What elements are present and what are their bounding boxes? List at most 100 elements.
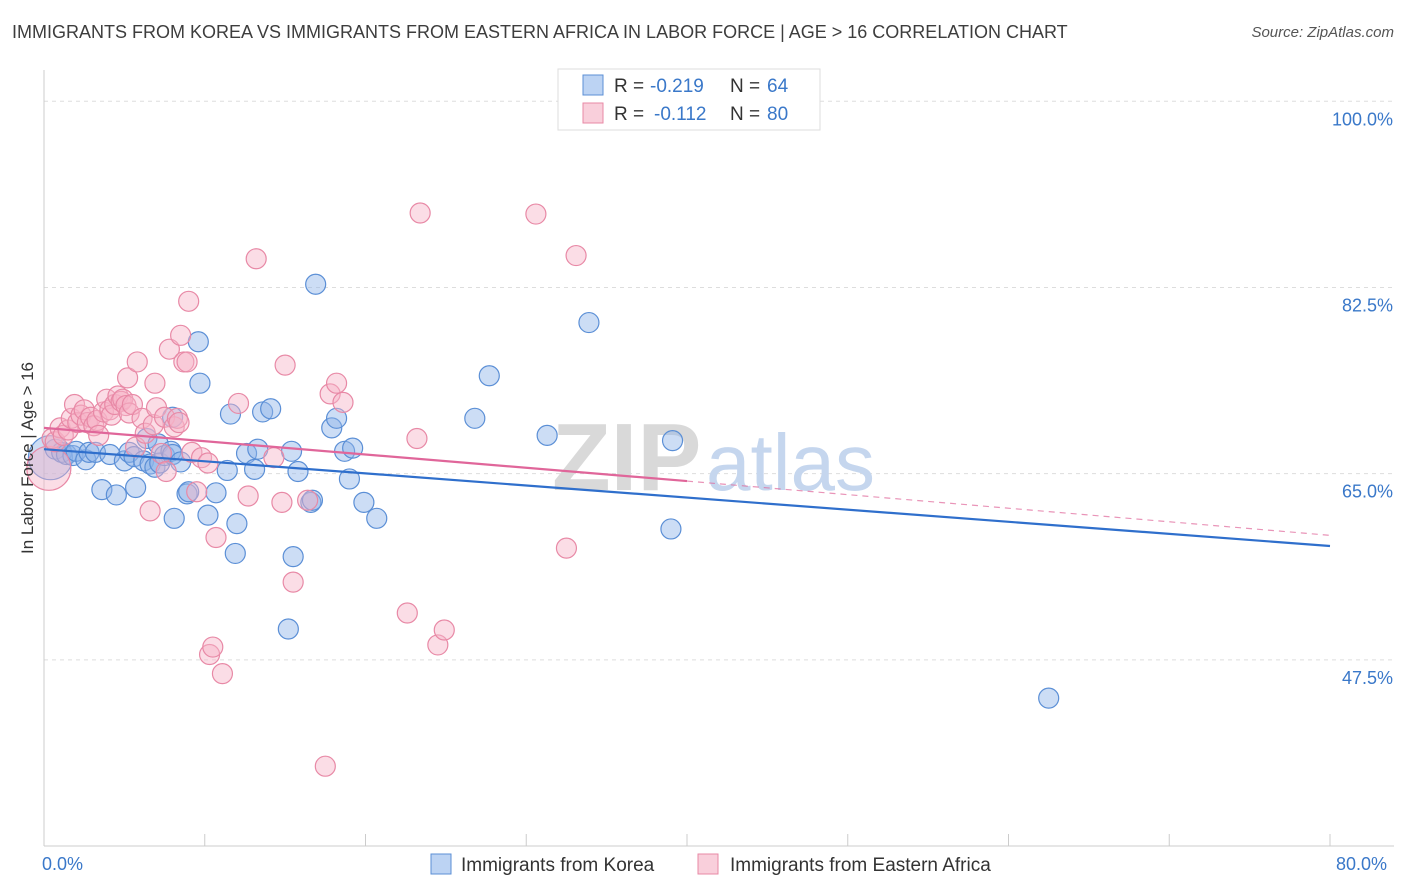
bottom-legend-label-korea: Immigrants from Korea: [461, 855, 655, 876]
point-eastern-africa-46: [178, 290, 200, 312]
point-korea-55: [353, 491, 375, 513]
x-ticks: [43, 834, 1331, 846]
point-eastern-africa-0: [26, 445, 72, 491]
point-korea-11: [105, 484, 127, 506]
point-eastern-africa-52: [202, 636, 224, 658]
point-korea-60: [578, 311, 600, 334]
point-korea-26: [163, 507, 185, 529]
point-korea-56: [366, 507, 388, 529]
point-eastern-africa-48: [186, 481, 208, 503]
point-eastern-africa-61: [282, 571, 304, 593]
point-korea-61: [660, 518, 682, 540]
point-korea-46: [287, 460, 309, 483]
point-eastern-africa-65: [325, 372, 348, 394]
point-eastern-africa-73: [555, 537, 578, 559]
x-tick-label-max: 80.0%: [1336, 854, 1387, 874]
point-eastern-africa-32: [139, 500, 161, 522]
point-korea-33: [205, 482, 227, 504]
point-eastern-africa-7: [63, 393, 86, 416]
point-eastern-africa-26: [118, 402, 140, 424]
point-korea-63: [1038, 687, 1060, 709]
point-korea-42: [260, 398, 282, 420]
bottom-legend-swatch-eastern-africa: [697, 853, 719, 875]
point-eastern-africa-54: [211, 663, 234, 685]
point-korea-29: [178, 481, 200, 503]
y-tick-label-0: 47.5%: [1342, 668, 1393, 688]
y-tick-label-2: 82.5%: [1342, 295, 1393, 315]
trend-line-eastern-africa: [43, 426, 688, 483]
point-eastern-africa-55: [227, 392, 250, 415]
y-axis-title: In Labor Force | Age > 16: [18, 362, 37, 554]
point-eastern-africa-53: [205, 526, 227, 549]
source-label: Source: ZipAtlas.com: [1251, 24, 1394, 41]
point-eastern-africa-36: [150, 442, 172, 465]
point-eastern-africa-29: [126, 351, 148, 373]
point-korea-58: [478, 365, 500, 387]
point-eastern-africa-60: [274, 354, 296, 376]
point-korea-36: [224, 542, 246, 565]
legend-n-value-korea: 64: [767, 76, 789, 97]
point-korea-34: [216, 459, 238, 482]
point-eastern-africa-39: [158, 338, 180, 360]
point-eastern-africa-33: [142, 414, 164, 436]
point-eastern-africa-64: [319, 383, 341, 405]
trend-line-dashed-eastern-africa: [686, 480, 1331, 536]
watermark: ZIP atlas: [552, 404, 875, 511]
gridlines: [44, 100, 1394, 661]
point-korea-30: [187, 331, 209, 353]
series-korea-points: [27, 273, 1060, 709]
y-tick-label-1: 65.0%: [1342, 482, 1393, 502]
chart-title: IMMIGRANTS FROM KOREA VS IMMIGRANTS FROM…: [12, 22, 1068, 42]
x-tick-label-min: 0.0%: [42, 854, 83, 874]
bottom-legend-swatch-korea: [430, 853, 452, 875]
point-eastern-africa-38: [155, 460, 177, 483]
point-korea-50: [321, 417, 343, 439]
trend-lines: [43, 426, 1331, 548]
legend-r-value-eastern-africa: -0.112: [654, 104, 706, 125]
point-eastern-africa-34: [144, 372, 166, 394]
point-korea-32: [197, 504, 219, 526]
point-korea-59: [536, 424, 558, 446]
point-eastern-africa-23: [112, 388, 134, 410]
point-eastern-africa-43: [170, 324, 192, 346]
point-eastern-africa-67: [396, 602, 418, 624]
bottom-legend-label-eastern-africa: Immigrants from Eastern Africa: [730, 855, 991, 876]
legend-r-label-korea: R =: [614, 76, 644, 97]
point-korea-45: [282, 546, 304, 568]
legend-n-label-eastern-africa: N =: [730, 104, 760, 125]
point-eastern-africa-63: [314, 755, 336, 777]
y-tick-label-3: 100.0%: [1332, 109, 1393, 129]
point-eastern-africa-56: [237, 485, 259, 507]
watermark-atlas: atlas: [706, 418, 875, 507]
series-eastern-africa-points: [26, 202, 587, 777]
legend-swatch-korea: [582, 74, 604, 96]
point-eastern-africa-15: [88, 424, 110, 446]
legend-swatch-eastern-africa: [582, 102, 604, 124]
point-eastern-africa-69: [409, 202, 431, 224]
point-eastern-africa-66: [332, 391, 354, 413]
point-eastern-africa-62: [297, 489, 319, 511]
point-eastern-africa-72: [525, 203, 547, 225]
point-korea-31: [189, 372, 211, 394]
point-eastern-africa-25: [116, 367, 139, 389]
point-eastern-africa-31: [134, 422, 156, 444]
point-eastern-africa-59: [271, 491, 293, 513]
point-eastern-africa-74: [565, 244, 587, 267]
point-eastern-africa-58: [263, 447, 285, 469]
point-eastern-africa-57: [245, 248, 267, 270]
point-eastern-africa-71: [433, 619, 455, 641]
point-korea-49: [305, 273, 327, 295]
watermark-zip: ZIP: [552, 404, 701, 511]
point-eastern-africa-45: [176, 351, 198, 373]
legend: R = -0.219 N = 64 R = -0.112 N = 80: [557, 68, 821, 131]
y-tick-labels: 47.5% 65.0% 82.5% 100.0%: [1332, 109, 1393, 688]
trend-line-korea: [43, 448, 1331, 548]
point-korea-15: [125, 476, 147, 499]
point-eastern-africa-42: [168, 411, 190, 434]
legend-r-label-eastern-africa: R =: [614, 104, 644, 125]
point-korea-53: [338, 468, 361, 490]
point-korea-51: [325, 407, 348, 429]
point-korea-57: [464, 407, 486, 429]
point-korea-22: [153, 444, 176, 467]
